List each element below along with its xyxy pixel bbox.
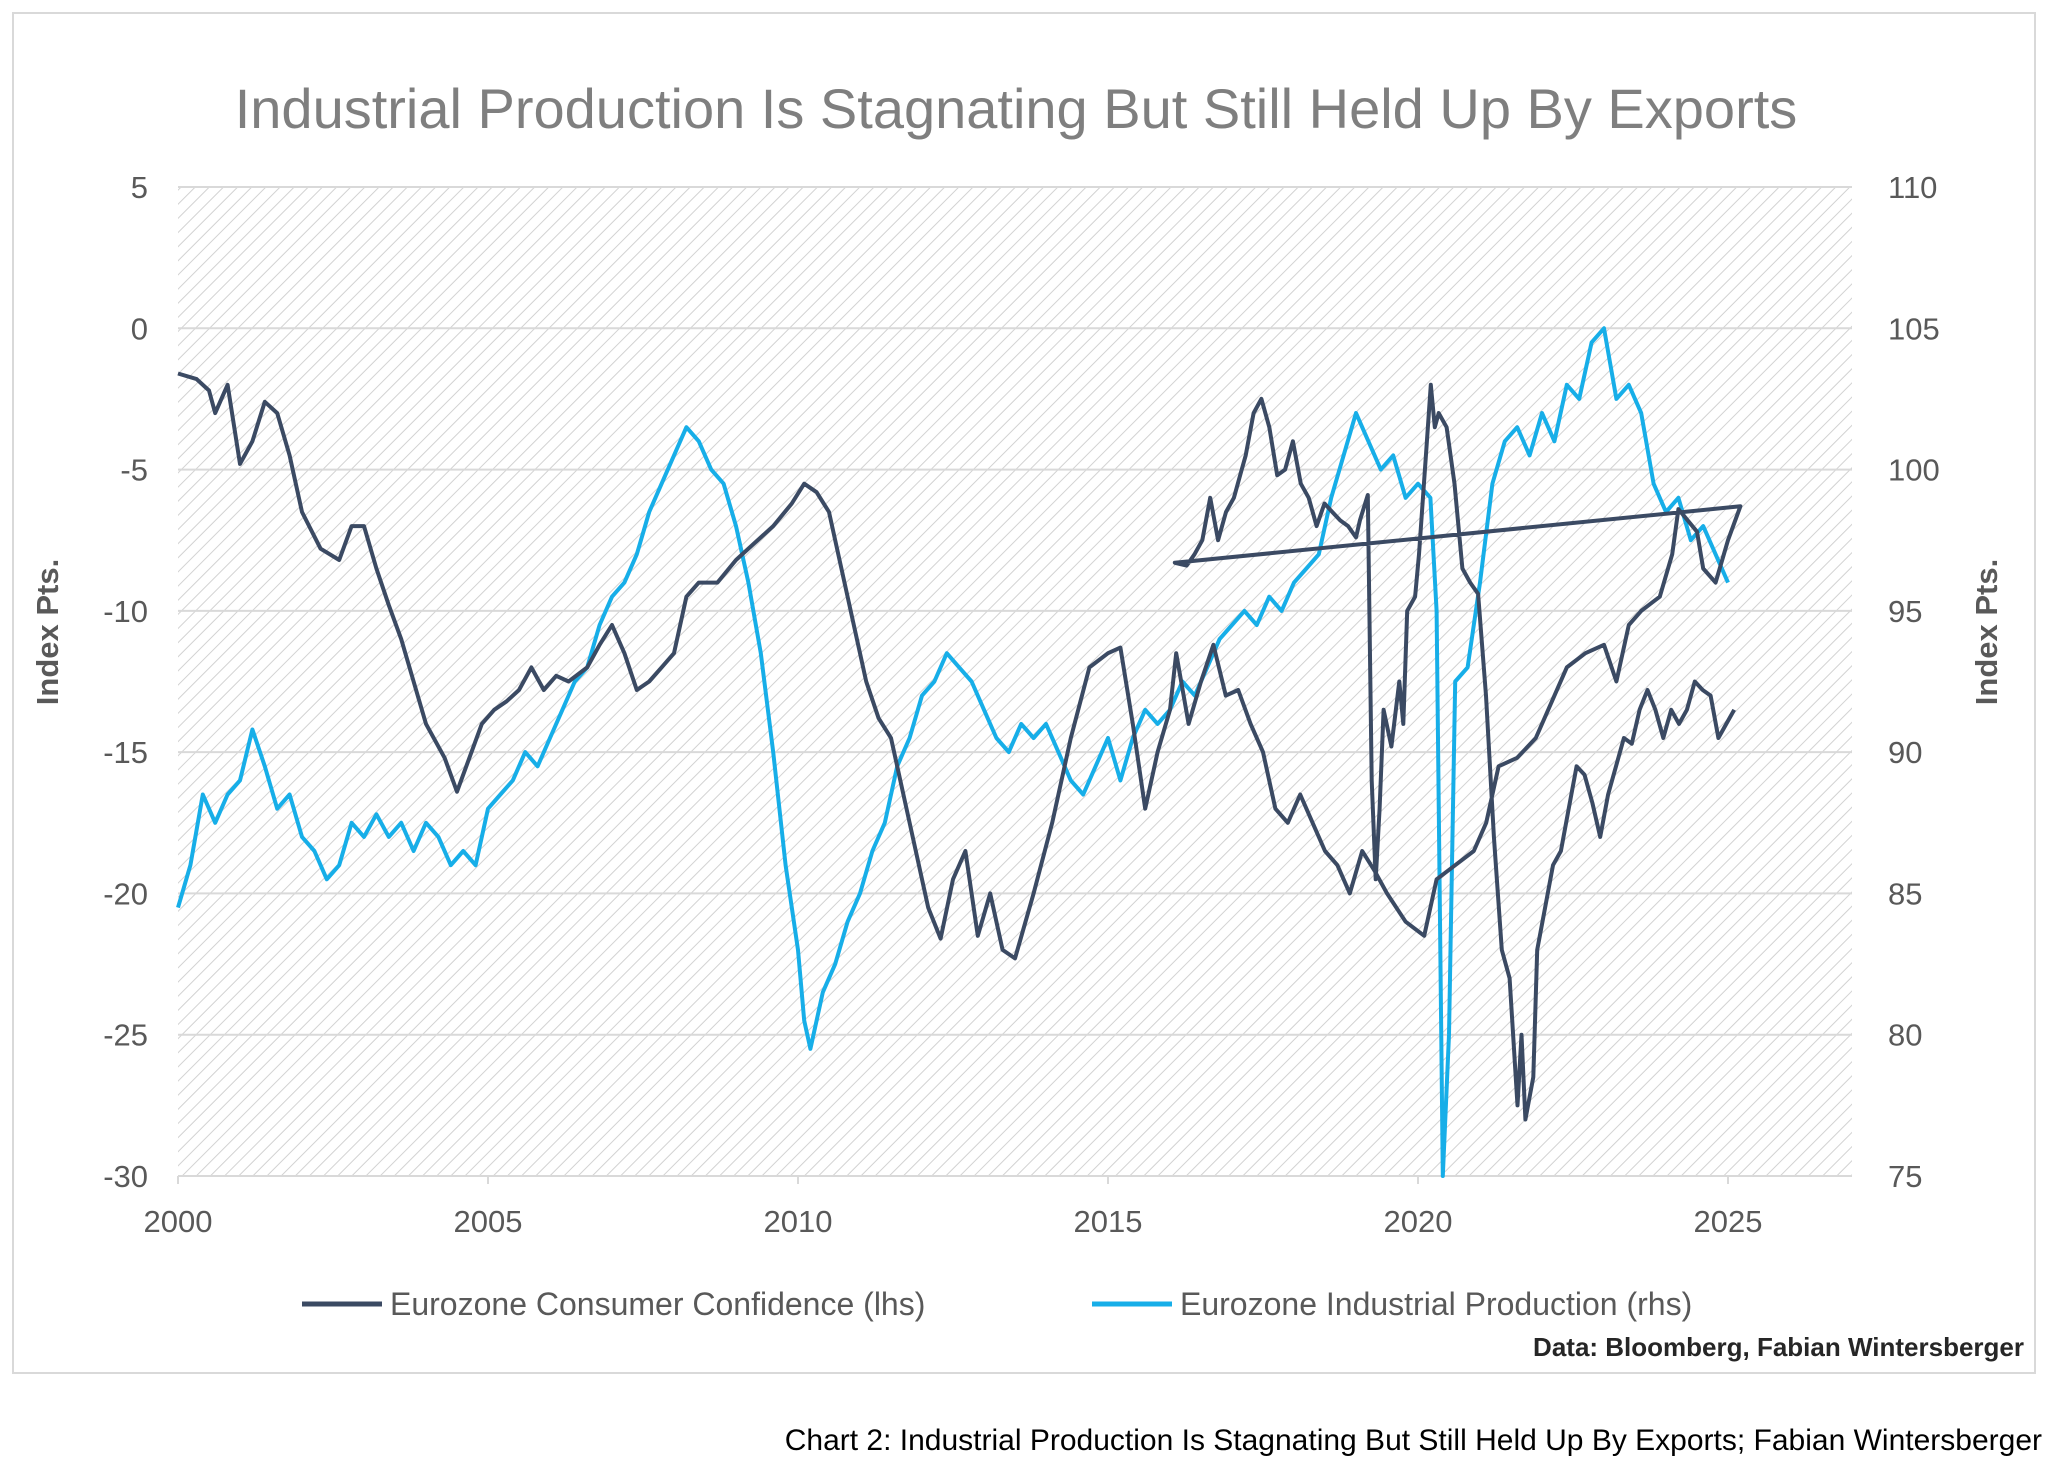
chart-frame: Industrial Production Is Stagnating But …: [12, 12, 2036, 1374]
series-consumer-confidence-line: [177, 371, 1743, 1122]
left-tick-label: -5: [120, 453, 148, 488]
x-tick-label: 2025: [1694, 1204, 1763, 1239]
left-tick-label: -30: [103, 1159, 148, 1194]
right-tick-label: 75: [1888, 1159, 1922, 1194]
right-tick-label: 100: [1888, 453, 1940, 488]
x-tick-label: 2000: [144, 1204, 213, 1239]
right-tick-label: 110: [1888, 170, 1937, 205]
x-tick-label: 2015: [1074, 1204, 1143, 1239]
left-axis-ticks: 5 0 -5 -10 -15 -20 -25 -30: [103, 170, 148, 1194]
left-tick-label: -15: [103, 735, 148, 770]
right-tick-label: 105: [1888, 311, 1940, 346]
x-axis-ticks: 2000 2005 2010 2015 2020 2025: [144, 1176, 1763, 1239]
left-tick-label: -25: [103, 1018, 148, 1053]
series-industrial-production-line: [176, 326, 1730, 1178]
legend: Eurozone Consumer Confidence (lhs) Euroz…: [302, 1286, 1692, 1322]
chart-title: Industrial Production Is Stagnating But …: [235, 77, 1798, 140]
legend-label-consumer-confidence: Eurozone Consumer Confidence (lhs): [390, 1286, 925, 1322]
right-axis-ticks: 110 105 100 95 90 85 80 75: [1888, 170, 1940, 1194]
series-layer: [176, 326, 1743, 1178]
source-note: Data: Bloomberg, Fabian Wintersberger: [1533, 1332, 2024, 1362]
figure-caption: Chart 2: Industrial Production Is Stagna…: [784, 1424, 2042, 1457]
legend-label-industrial-production: Eurozone Industrial Production (rhs): [1180, 1286, 1692, 1322]
plot-area: [178, 187, 1852, 1176]
right-tick-label: 90: [1888, 735, 1922, 770]
left-tick-label: 0: [131, 311, 148, 346]
left-tick-label: -10: [103, 594, 148, 629]
right-axis-title: Index Pts.: [1969, 559, 2004, 705]
left-tick-label: -20: [103, 876, 148, 911]
left-axis-title: Index Pts.: [30, 559, 65, 705]
left-tick-label: 5: [131, 170, 148, 205]
right-tick-label: 85: [1888, 876, 1922, 911]
chart: Industrial Production Is Stagnating But …: [30, 77, 2024, 1362]
gridlines: [178, 186, 1852, 1177]
x-tick-label: 2005: [454, 1204, 523, 1239]
x-tick-label: 2010: [764, 1204, 833, 1239]
right-tick-label: 95: [1888, 594, 1922, 629]
right-tick-label: 80: [1888, 1018, 1922, 1053]
x-tick-label: 2020: [1384, 1204, 1453, 1239]
